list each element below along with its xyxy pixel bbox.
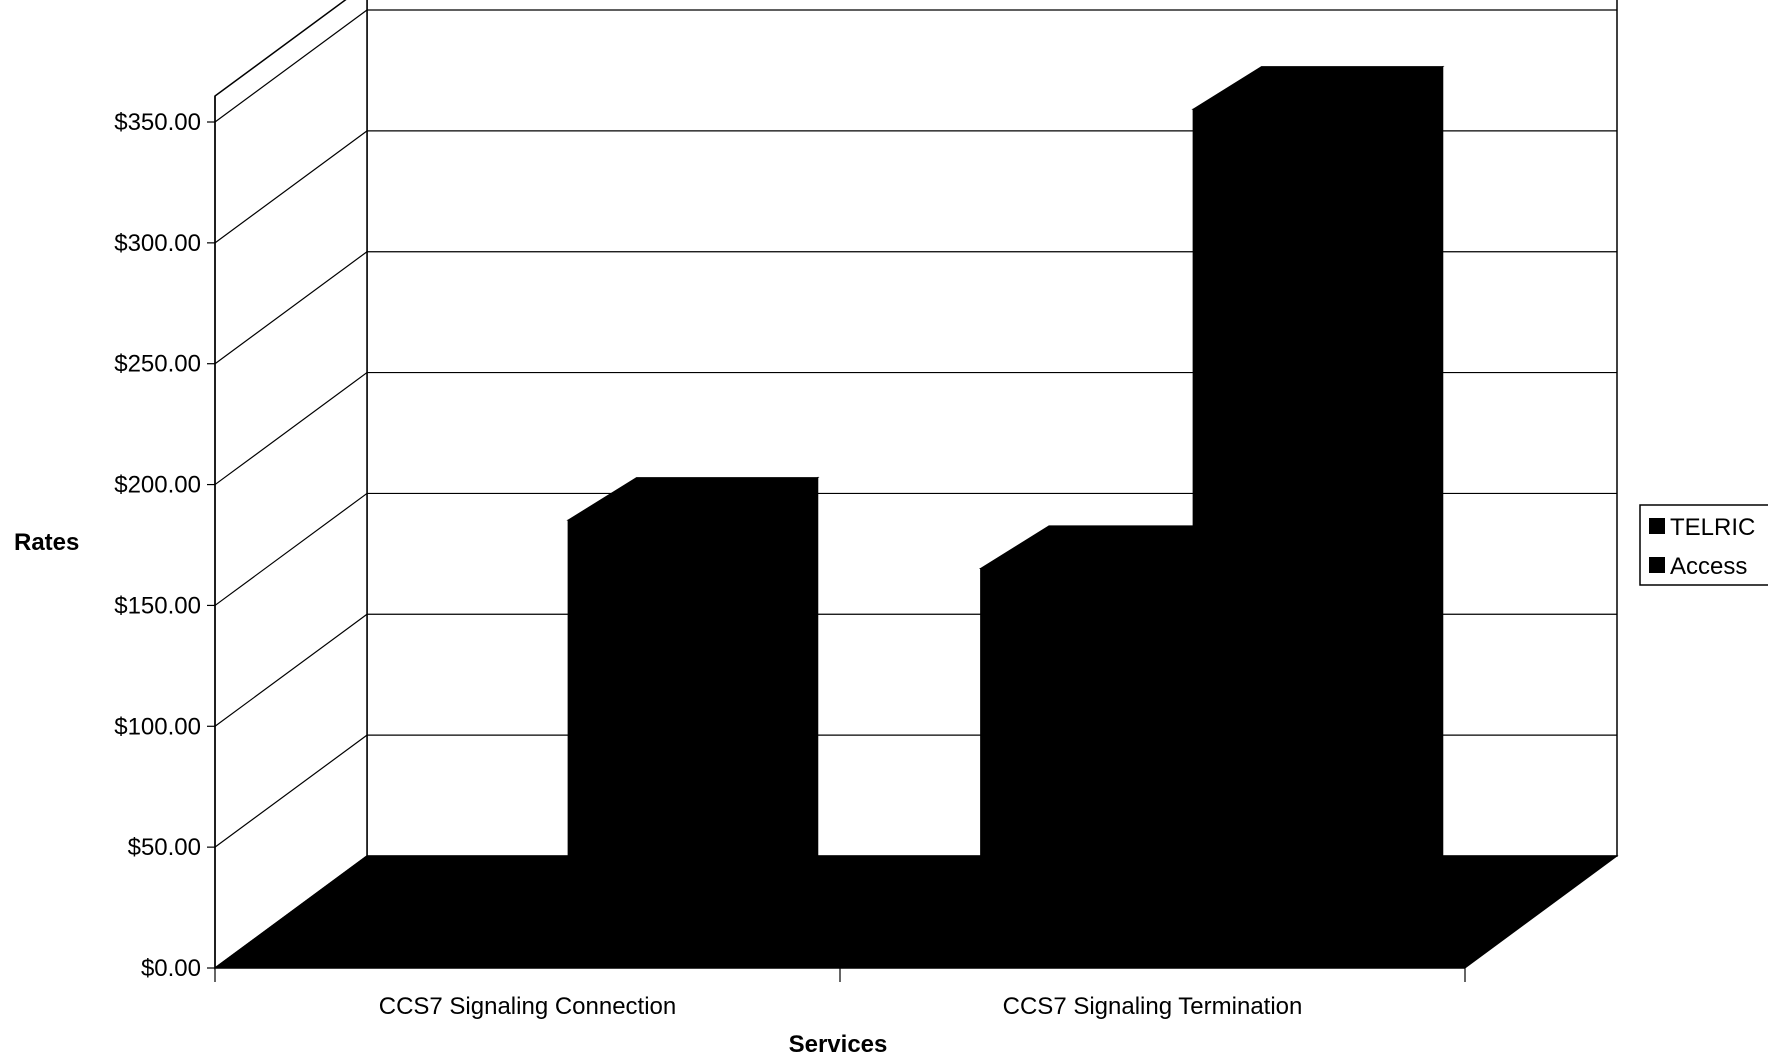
y-tick-label: $100.00: [114, 713, 201, 740]
y-tick-labels: $0.00 $50.00 $100.00 $150.00 $200.00 $250.00 $…: [114, 109, 201, 982]
bar-access-2-side: [1373, 65, 1444, 957]
bars: [353, 65, 1445, 957]
x-tick-labels: CCS7 Signaling Connection CCS7 Signaling …: [379, 993, 1303, 1020]
x-axis-title: Services: [789, 1031, 888, 1058]
y-tick-label: $150.00: [114, 592, 201, 619]
y-tick-label: $200.00: [114, 472, 201, 499]
y-tick-label: $300.00: [114, 230, 201, 257]
legend-swatch-access: [1649, 557, 1665, 573]
bar-access-1-front: [567, 519, 750, 956]
bar-telric-2-front: [980, 567, 1163, 956]
y-tick-label: $350.00: [114, 109, 201, 136]
legend-label-telric: TELRIC: [1670, 514, 1755, 541]
side-wall: [214, 0, 368, 970]
bar-telric-1-front: [355, 930, 538, 956]
legend-label-access: Access: [1670, 553, 1747, 580]
axes: [207, 96, 1466, 982]
y-tick-label: $50.00: [128, 834, 201, 861]
y-tick-label: $250.00: [114, 351, 201, 378]
legend-swatch-telric: [1649, 518, 1665, 534]
x-tick-label: CCS7 Signaling Connection: [379, 993, 677, 1020]
legend: TELRIC Access: [1639, 504, 1768, 586]
x-tick-label: CCS7 Signaling Termination: [1003, 993, 1303, 1020]
gridline: [214, 9, 1617, 123]
y-tick-label: $0.00: [141, 955, 201, 982]
bar-access-2-front: [1192, 108, 1375, 956]
bar-access-1-side: [748, 476, 819, 957]
y-axis-title: Rates: [14, 529, 79, 556]
